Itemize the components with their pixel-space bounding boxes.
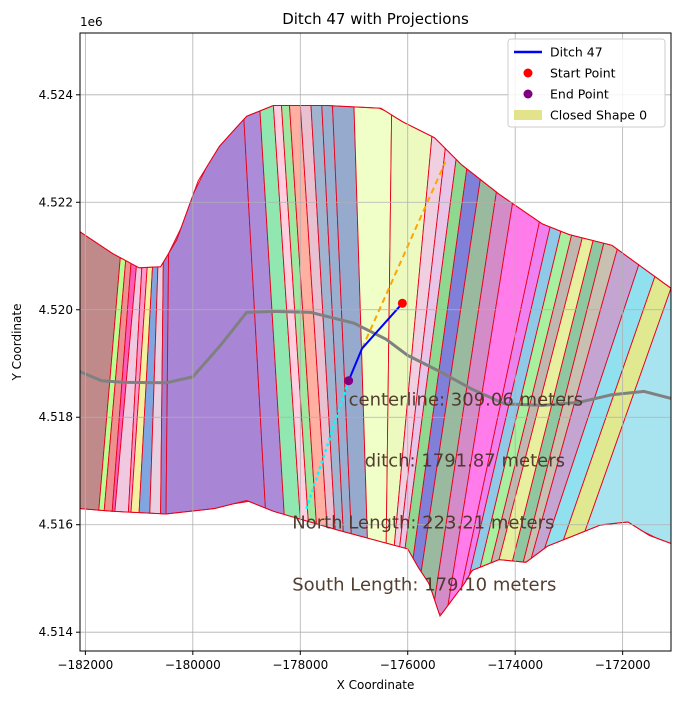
x-tick-label: −174000: [487, 658, 543, 672]
south-projection-line: [304, 380, 350, 512]
chart-title: Ditch 47 with Projections: [282, 10, 469, 28]
legend-label: Ditch 47: [550, 45, 603, 60]
x-tick-label: −180000: [165, 658, 221, 672]
legend-label: Closed Shape 0: [550, 108, 647, 123]
length-annotation: ditch: 1791.87 meters: [365, 451, 565, 472]
x-tick-label: −182000: [57, 658, 113, 672]
centerline: [80, 309, 671, 407]
y-tick-label: 4.522: [39, 195, 73, 209]
y-tick-label: 4.524: [39, 88, 73, 102]
y-tick-label: 4.514: [39, 625, 73, 639]
legend-swatch-dot: [523, 68, 533, 78]
plot-frame: [79, 32, 672, 652]
ditch-line: [347, 302, 404, 382]
x-tick-label: −178000: [272, 658, 328, 672]
length-annotation: centerline: 309.06 meters: [349, 389, 583, 410]
start-point-marker: [397, 298, 407, 308]
north-projection-line: [361, 161, 447, 349]
x-tick-label: −172000: [595, 658, 651, 672]
y-tick-label: 4.520: [39, 303, 73, 317]
x-axis-label: X Coordinate: [337, 678, 415, 692]
y-tick-label: 4.516: [39, 518, 73, 532]
y-tick-label: 4.518: [39, 410, 73, 424]
legend-box: [507, 38, 666, 128]
legend-label: Start Point: [550, 66, 616, 81]
end-point-marker: [344, 376, 354, 386]
legend-swatch-dot: [523, 89, 533, 99]
legend-swatch-patch: [514, 110, 542, 120]
y-offset-label: 1e6: [80, 15, 103, 29]
length-annotation: North Length: 223.21 meters: [292, 512, 554, 533]
x-tick-label: −176000: [380, 658, 436, 672]
legend-label: End Point: [550, 87, 609, 102]
closed-shape-outline: [80, 105, 671, 618]
y-axis-label: Y Coordinate: [10, 304, 24, 382]
length-annotation: South Length: 179.10 meters: [292, 574, 556, 595]
